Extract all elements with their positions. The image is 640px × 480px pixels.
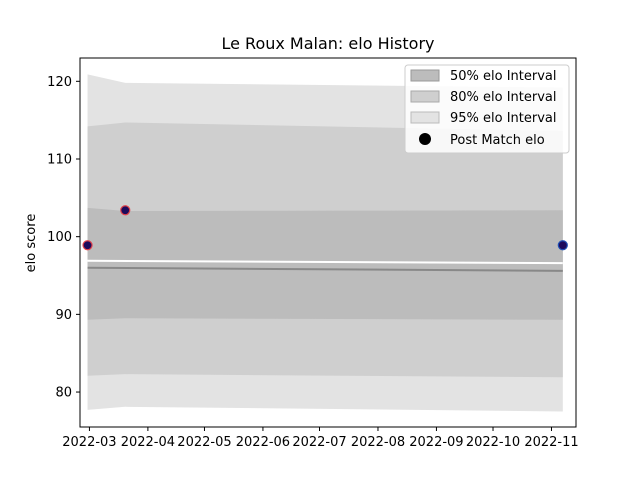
x-tick-label: 2022-07	[292, 435, 346, 450]
x-tick-label: 2022-11	[524, 435, 578, 450]
x-tick-label: 2022-10	[466, 435, 520, 450]
interval-bands	[87, 74, 563, 412]
post-match-point	[557, 240, 568, 251]
chart-title: Le Roux Malan: elo History	[221, 34, 434, 53]
y-tick-label: 90	[55, 308, 72, 323]
elo-lines	[87, 259, 563, 272]
y-axis-label: elo score	[24, 214, 39, 273]
mean-line	[87, 266, 563, 272]
legend-label-80: 80% elo Interval	[450, 90, 557, 105]
y-axis-ticks: 80 90 100 110 120	[47, 75, 80, 401]
legend-swatch-80	[410, 90, 440, 103]
reference-line	[87, 259, 563, 265]
legend-swatch-50	[410, 69, 440, 82]
y-tick-label: 100	[47, 230, 72, 245]
x-tick-label: 2022-05	[177, 435, 231, 450]
post-match-points	[82, 205, 568, 251]
legend: 50% elo Interval 80% elo Interval 95% el…	[404, 64, 570, 154]
legend-label-post-match: Post Match elo	[450, 133, 545, 148]
x-tick-label: 2022-09	[409, 435, 463, 450]
x-tick-label: 2022-06	[236, 435, 290, 450]
x-axis-ticks: 2022-03 2022-04 2022-05 2022-06 2022-07 2022-…	[62, 427, 579, 450]
post-match-point	[120, 205, 131, 216]
x-tick-label: 2022-08	[351, 435, 405, 450]
legend-swatch-95	[410, 111, 440, 124]
plot-frame	[79, 57, 577, 428]
legend-label-95: 95% elo Interval	[450, 111, 557, 126]
y-tick-label: 80	[55, 386, 72, 401]
legend-box	[404, 64, 570, 154]
x-tick-label: 2022-04	[121, 435, 175, 450]
x-tick-label: 2022-03	[62, 435, 116, 450]
y-tick-label: 120	[47, 75, 72, 90]
post-match-point	[82, 240, 93, 251]
band-50-interval	[87, 207, 563, 320]
y-tick-label: 110	[47, 152, 72, 167]
legend-label-50: 50% elo Interval	[450, 69, 557, 84]
legend-marker-post-match	[419, 133, 431, 145]
